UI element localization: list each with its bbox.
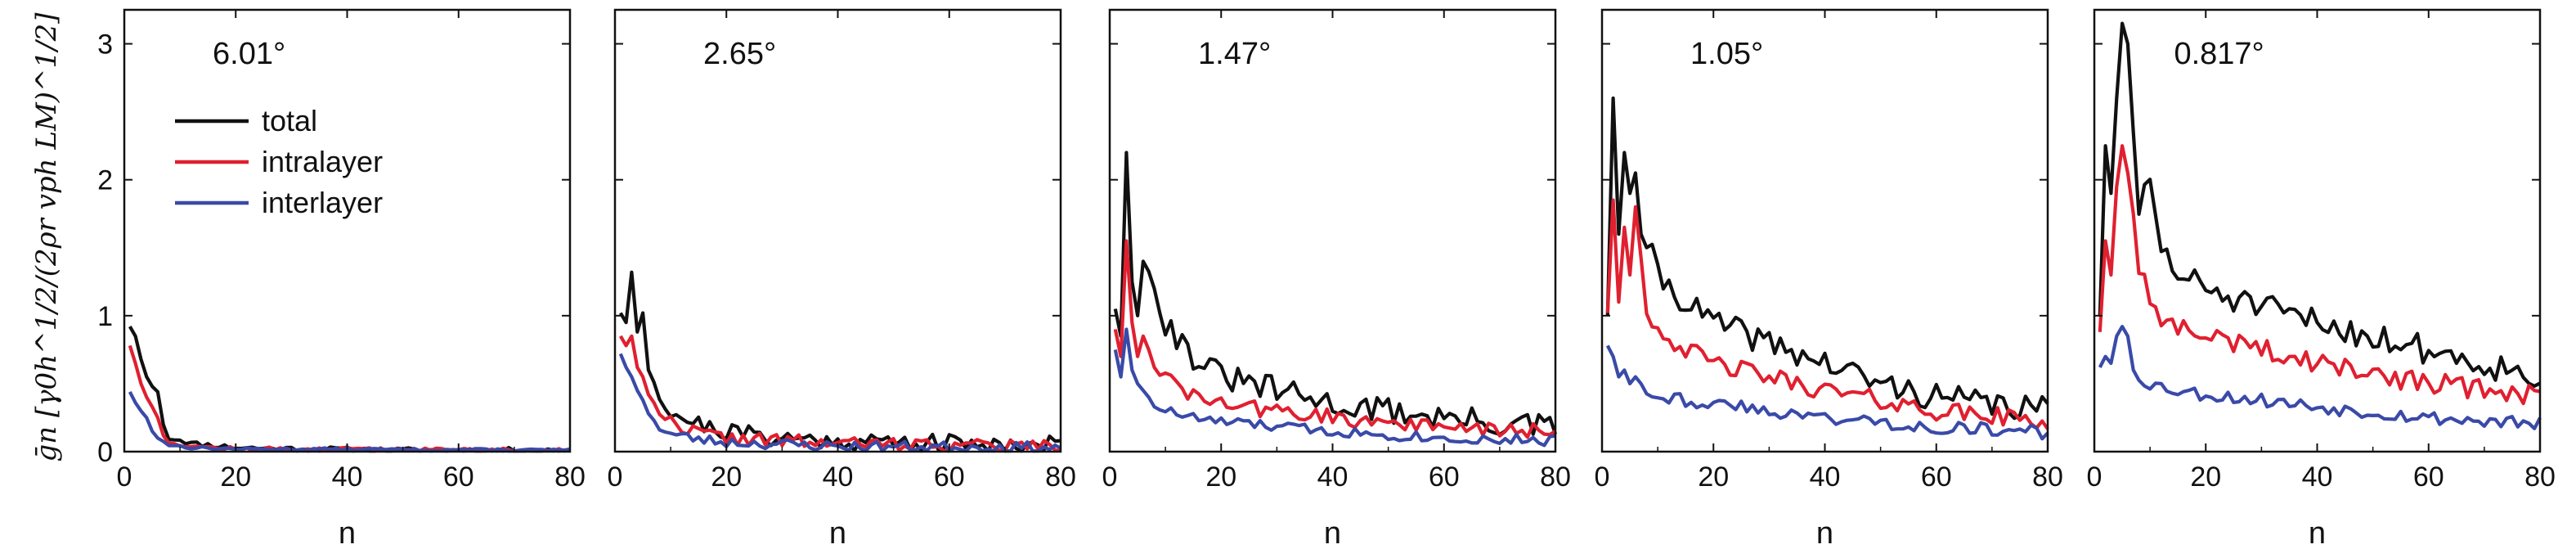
series-line-interlayer	[2098, 325, 2542, 430]
x-tick-label: 60	[443, 461, 474, 493]
x-tick-label: 0	[2087, 461, 2103, 493]
x-axis-label: n	[1816, 516, 1833, 551]
x-tick-label: 0	[117, 461, 132, 493]
x-tick-label: 60	[1921, 461, 1952, 493]
x-tick-label: 0	[608, 461, 623, 493]
x-tick-label: 20	[1698, 461, 1729, 493]
y-axis-label: ḡn [γ0h^1/2/(2ρr vph LM)^1/2]	[30, 12, 63, 462]
x-tick-label: 80	[1045, 461, 1076, 493]
x-axis-label: n	[339, 516, 356, 551]
series-line-intralayer	[2098, 144, 2541, 406]
series-line-intralayer	[618, 334, 1061, 453]
panel-3: 0 20 40 60 80 n 1.47°	[1102, 8, 1571, 551]
y-tick-label: 3	[97, 29, 113, 61]
x-axis-label: n	[829, 516, 846, 551]
plot-frame	[123, 8, 572, 453]
panel-title: 2.65°	[703, 37, 776, 71]
series-line-intralayer	[128, 344, 571, 453]
series-line-total	[2098, 21, 2541, 388]
legend-label-intralayer: intralayer	[262, 145, 383, 178]
panel-title: 1.05°	[1690, 37, 1763, 71]
x-tick-label: 40	[332, 461, 363, 493]
panel-title: 6.01°	[213, 37, 285, 71]
panels: 0 20 40 60 80 0 1 2 3 n 6.01° total intralayer interl…	[97, 8, 2556, 551]
x-tick-label: 20	[711, 461, 742, 493]
x-axis-label: n	[2309, 516, 2326, 551]
series-line-interlayer	[1113, 327, 1556, 448]
series-line-interlayer	[1605, 344, 2049, 441]
x-tick-label: 80	[554, 461, 586, 493]
legend-label-interlayer: interlayer	[262, 186, 383, 219]
panel-title: 1.47°	[1198, 37, 1271, 71]
series-line-total	[1113, 151, 1557, 437]
panel-2: 0 20 40 60 80 n 2.65°	[608, 8, 1076, 551]
series-line-total	[618, 270, 1061, 453]
x-tick-label: 0	[1102, 461, 1118, 493]
y-tick-label: 2	[97, 165, 113, 196]
y-tick-label: 0	[97, 437, 113, 468]
x-tick-label: 60	[934, 461, 965, 493]
x-tick-label: 80	[1540, 461, 1571, 493]
series-line-intralayer	[1113, 239, 1557, 439]
panel-1: 0 20 40 60 80 0 1 2 3 n 6.01° total intralayer interl…	[97, 8, 586, 551]
x-tick-label: 20	[1205, 461, 1236, 493]
y-tick-label: 1	[97, 301, 113, 332]
series-line-total	[128, 326, 571, 453]
legend-label-total: total	[262, 104, 317, 137]
x-tick-label: 0	[1595, 461, 1610, 493]
series-line-interlayer	[618, 353, 1062, 453]
x-tick-label: 60	[1429, 461, 1460, 493]
series-line-interlayer	[128, 390, 571, 453]
panel-4: 0 20 40 60 80 n 1.05°	[1595, 8, 2063, 551]
panel-5: 0 20 40 60 80 n 0.817°	[2087, 8, 2556, 551]
x-tick-label: 60	[2413, 461, 2444, 493]
plot-frame	[1108, 8, 1557, 453]
x-tick-label: 80	[2032, 461, 2063, 493]
legend: total intralayer interlayer	[175, 104, 383, 219]
x-tick-label: 40	[823, 461, 854, 493]
x-tick-label: 40	[1810, 461, 1841, 493]
panel-title: 0.817°	[2174, 37, 2264, 71]
x-tick-label: 20	[2190, 461, 2221, 493]
series-line-total	[1605, 96, 2049, 421]
plot-frame	[613, 8, 1062, 453]
x-tick-label: 20	[220, 461, 251, 493]
x-tick-label: 80	[2524, 461, 2556, 493]
series-line-intralayer	[1605, 198, 2049, 430]
x-tick-label: 40	[2302, 461, 2333, 493]
x-axis-label: n	[1324, 516, 1341, 551]
x-tick-label: 40	[1317, 461, 1349, 493]
